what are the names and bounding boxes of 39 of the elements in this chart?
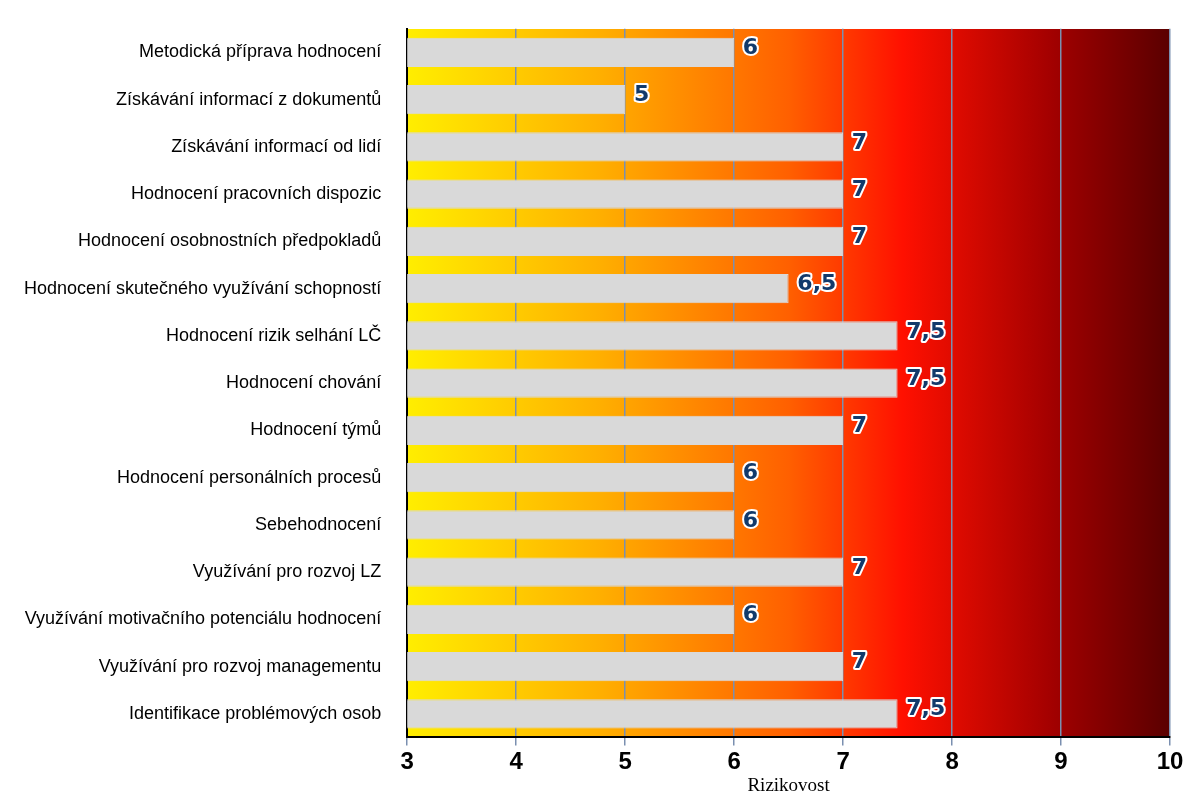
- x-tick-label: 7: [836, 747, 850, 775]
- y-tick-label: Identifikace problémových osob: [129, 702, 382, 723]
- y-tick-label: Hodnocení pracovních dispozic: [131, 183, 382, 204]
- x-tick-label: 4: [509, 747, 524, 775]
- y-tick-label: Získávání informací z dokumentů: [116, 88, 382, 109]
- y-tick-label: Sebehodnocení: [255, 513, 382, 534]
- x-tick-label: 6: [727, 747, 741, 775]
- y-tick-label: Metodická příprava hodnocení: [139, 41, 382, 62]
- y-tick-label: Hodnocení skutečného využívání schopností: [23, 277, 382, 298]
- data-label: 7,5: [906, 317, 946, 343]
- data-label: 7: [851, 128, 868, 154]
- x-tick-label: 5: [618, 747, 632, 775]
- x-tick-label: 8: [945, 747, 959, 775]
- x-tick-label: 9: [1054, 747, 1068, 775]
- x-tick-label: 10: [1156, 747, 1184, 775]
- y-tick-label: Hodnocení chování: [226, 372, 382, 393]
- data-label: 7,5: [906, 364, 946, 390]
- x-tick-label: 3: [400, 747, 414, 775]
- data-label: 5: [633, 81, 650, 107]
- data-label: 6: [742, 459, 759, 485]
- data-label: 6,5: [797, 270, 837, 296]
- y-tick-label: Hodnocení personálních procesů: [117, 466, 382, 487]
- data-label: 6: [742, 601, 759, 627]
- data-label: 6: [742, 506, 759, 532]
- data-label: 7: [851, 648, 868, 674]
- data-label: 7: [851, 553, 868, 579]
- y-tick-label: Hodnocení rizik selhání LČ: [166, 323, 382, 345]
- y-tick-label: Hodnocení osobnostních předpokladů: [77, 230, 382, 251]
- data-label: 7: [851, 412, 868, 438]
- data-label: 6: [742, 34, 759, 60]
- data-label: 7,5: [906, 695, 946, 721]
- data-label: 7: [851, 175, 868, 201]
- y-tick-label: Využívání motivačního potenciálu hodnocení: [24, 608, 382, 629]
- y-tick-label: Hodnocení týmů: [250, 419, 382, 440]
- x-axis-title: Rizikovost: [747, 773, 831, 795]
- y-tick-label: Získávání informací od lidí: [171, 135, 382, 156]
- y-tick-label: Využívání pro rozvoj managementu: [98, 655, 382, 676]
- y-tick-label: Využívání pro rozvoj LZ: [192, 561, 382, 582]
- data-label: 7: [851, 223, 868, 249]
